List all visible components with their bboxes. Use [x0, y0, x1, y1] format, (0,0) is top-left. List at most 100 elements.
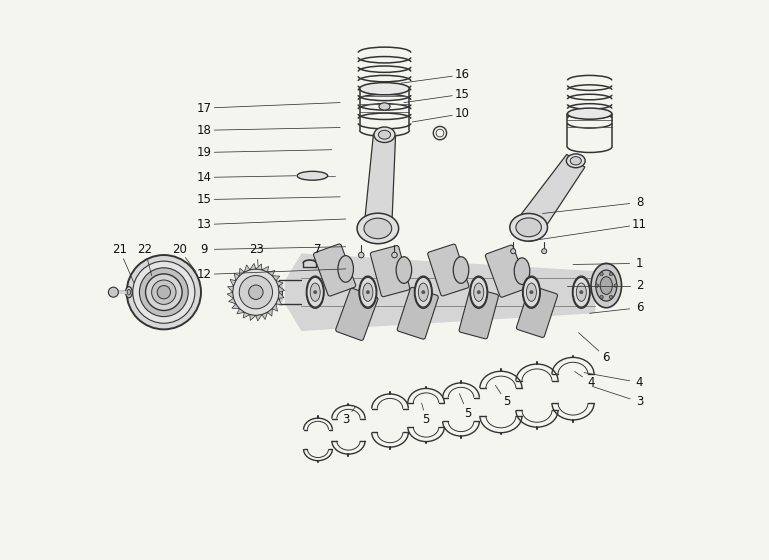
Ellipse shape: [379, 103, 390, 110]
Polygon shape: [278, 286, 285, 292]
Circle shape: [133, 261, 195, 323]
FancyBboxPatch shape: [371, 245, 410, 297]
Polygon shape: [272, 304, 278, 311]
Circle shape: [108, 287, 118, 297]
FancyBboxPatch shape: [485, 245, 528, 297]
Ellipse shape: [360, 83, 409, 95]
Ellipse shape: [591, 263, 621, 308]
Polygon shape: [230, 279, 236, 286]
Text: 17: 17: [197, 101, 211, 115]
Ellipse shape: [357, 213, 398, 244]
Ellipse shape: [363, 283, 373, 301]
Polygon shape: [239, 268, 245, 276]
FancyBboxPatch shape: [398, 287, 438, 339]
Polygon shape: [285, 253, 595, 331]
Ellipse shape: [360, 277, 376, 307]
Ellipse shape: [596, 270, 617, 301]
Ellipse shape: [470, 276, 488, 308]
Circle shape: [511, 249, 516, 254]
Ellipse shape: [523, 276, 541, 308]
Polygon shape: [278, 292, 285, 298]
Text: 5: 5: [422, 413, 430, 426]
Text: 7: 7: [315, 243, 321, 256]
FancyBboxPatch shape: [314, 244, 356, 296]
Circle shape: [127, 255, 201, 329]
Polygon shape: [237, 309, 245, 314]
Text: 15: 15: [454, 88, 470, 101]
Ellipse shape: [576, 283, 586, 301]
Ellipse shape: [523, 277, 540, 307]
Polygon shape: [518, 155, 585, 235]
Circle shape: [139, 268, 188, 316]
Text: 9: 9: [201, 243, 208, 256]
Text: 21: 21: [112, 243, 127, 256]
Circle shape: [239, 276, 272, 309]
Ellipse shape: [453, 256, 469, 283]
Ellipse shape: [527, 283, 537, 301]
Polygon shape: [250, 315, 256, 320]
Ellipse shape: [127, 290, 131, 295]
Circle shape: [530, 291, 533, 294]
Text: 3: 3: [342, 413, 349, 426]
Text: 12: 12: [197, 268, 211, 281]
Ellipse shape: [576, 282, 587, 303]
Text: 4: 4: [587, 376, 594, 389]
Text: 3: 3: [636, 395, 643, 408]
Circle shape: [248, 285, 263, 300]
Circle shape: [232, 269, 279, 315]
Polygon shape: [272, 276, 280, 281]
Circle shape: [421, 291, 425, 294]
Ellipse shape: [471, 277, 487, 307]
Text: 19: 19: [197, 146, 211, 159]
Circle shape: [314, 291, 317, 294]
Text: 6: 6: [636, 301, 644, 314]
Polygon shape: [268, 270, 275, 276]
Text: 10: 10: [454, 107, 470, 120]
Ellipse shape: [362, 282, 374, 303]
Ellipse shape: [418, 282, 429, 303]
Polygon shape: [227, 292, 233, 298]
Ellipse shape: [573, 277, 590, 307]
Ellipse shape: [125, 287, 132, 298]
Circle shape: [580, 291, 583, 294]
Text: 20: 20: [172, 243, 187, 256]
Ellipse shape: [526, 282, 537, 303]
Ellipse shape: [474, 283, 484, 301]
Polygon shape: [250, 263, 256, 270]
Ellipse shape: [338, 255, 354, 282]
Circle shape: [609, 296, 613, 298]
Ellipse shape: [414, 276, 432, 308]
Polygon shape: [256, 315, 262, 321]
Polygon shape: [256, 264, 262, 270]
Ellipse shape: [514, 258, 530, 284]
Ellipse shape: [566, 154, 585, 168]
Circle shape: [600, 296, 603, 298]
Text: 4: 4: [636, 376, 644, 389]
Ellipse shape: [572, 276, 590, 308]
Circle shape: [600, 272, 603, 276]
Ellipse shape: [473, 282, 484, 303]
Text: 23: 23: [249, 243, 265, 256]
Text: 11: 11: [632, 218, 647, 231]
Text: 2: 2: [636, 279, 644, 292]
Text: 15: 15: [197, 193, 211, 206]
Text: 18: 18: [197, 124, 211, 137]
Text: 16: 16: [454, 68, 470, 81]
Ellipse shape: [418, 283, 428, 301]
Ellipse shape: [374, 127, 395, 142]
Polygon shape: [364, 134, 395, 230]
Ellipse shape: [307, 277, 324, 307]
Ellipse shape: [510, 213, 548, 241]
Ellipse shape: [516, 218, 541, 237]
FancyBboxPatch shape: [335, 288, 378, 340]
Text: 8: 8: [636, 196, 643, 209]
Ellipse shape: [600, 277, 612, 295]
Polygon shape: [228, 286, 233, 292]
Polygon shape: [262, 312, 268, 320]
FancyBboxPatch shape: [517, 286, 558, 338]
Polygon shape: [276, 281, 283, 286]
Polygon shape: [228, 298, 236, 304]
Circle shape: [595, 284, 598, 287]
Circle shape: [151, 280, 176, 305]
Circle shape: [609, 272, 613, 276]
